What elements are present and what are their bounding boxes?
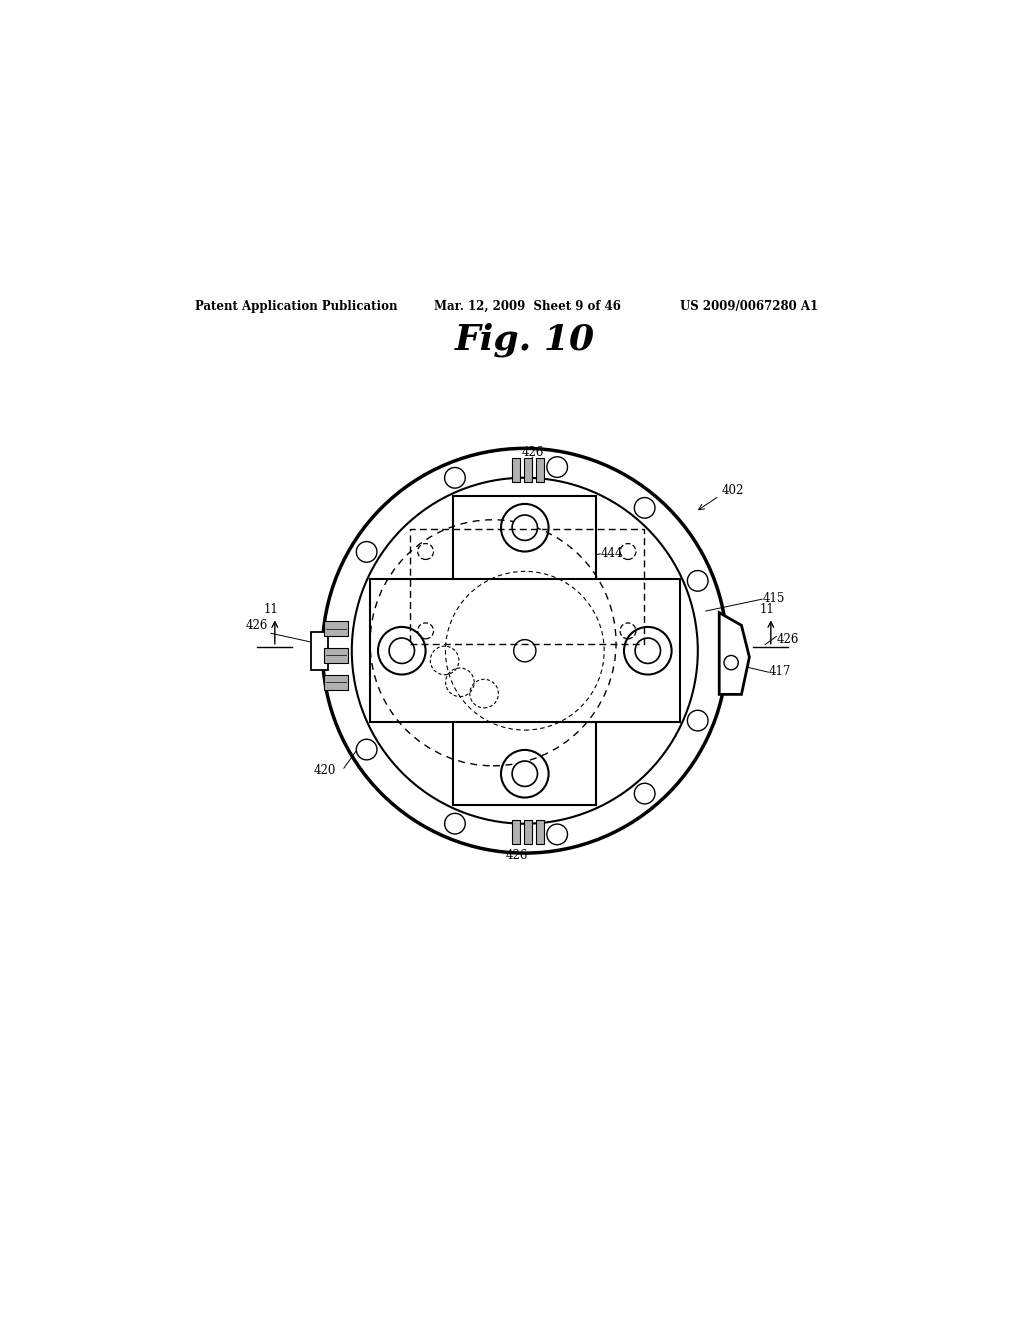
Bar bbox=[324, 676, 348, 689]
Circle shape bbox=[634, 498, 655, 519]
Text: 429: 429 bbox=[374, 704, 396, 717]
Circle shape bbox=[389, 638, 415, 664]
Bar bbox=[523, 458, 532, 482]
Text: Mar. 12, 2009  Sheet 9 of 46: Mar. 12, 2009 Sheet 9 of 46 bbox=[433, 300, 621, 313]
Circle shape bbox=[514, 640, 536, 661]
Bar bbox=[536, 820, 544, 843]
Text: 423: 423 bbox=[627, 694, 649, 708]
Circle shape bbox=[356, 739, 377, 760]
Text: 444: 444 bbox=[557, 726, 579, 739]
Circle shape bbox=[444, 813, 465, 834]
Text: 420: 420 bbox=[313, 764, 336, 776]
Circle shape bbox=[378, 627, 426, 675]
Circle shape bbox=[634, 783, 655, 804]
Circle shape bbox=[356, 541, 377, 562]
Bar bbox=[512, 820, 520, 843]
Bar bbox=[454, 496, 596, 805]
Text: 428: 428 bbox=[394, 587, 416, 599]
Circle shape bbox=[635, 638, 660, 664]
Circle shape bbox=[687, 710, 708, 731]
Text: 426: 426 bbox=[776, 632, 799, 645]
Bar bbox=[410, 529, 644, 644]
Text: Fig. 10: Fig. 10 bbox=[455, 322, 595, 356]
Circle shape bbox=[501, 504, 549, 552]
Bar bbox=[523, 820, 532, 843]
Circle shape bbox=[687, 570, 708, 591]
Text: Patent Application Publication: Patent Application Publication bbox=[196, 300, 398, 313]
Circle shape bbox=[444, 467, 465, 488]
Circle shape bbox=[501, 750, 549, 797]
Circle shape bbox=[724, 656, 738, 669]
Bar bbox=[370, 579, 680, 722]
Text: 11: 11 bbox=[263, 603, 279, 615]
Circle shape bbox=[624, 627, 672, 675]
Bar bbox=[536, 458, 544, 482]
Circle shape bbox=[512, 762, 538, 787]
Text: 11: 11 bbox=[760, 603, 774, 615]
Text: 402: 402 bbox=[722, 484, 744, 498]
Text: 444: 444 bbox=[600, 546, 623, 560]
Text: 414: 414 bbox=[555, 758, 578, 771]
Bar bbox=[310, 632, 328, 669]
Text: 415: 415 bbox=[763, 591, 785, 605]
Text: 417: 417 bbox=[768, 664, 791, 677]
Circle shape bbox=[547, 457, 567, 478]
Text: US 2009/0067280 A1: US 2009/0067280 A1 bbox=[680, 300, 818, 313]
Text: 426: 426 bbox=[246, 619, 268, 631]
Circle shape bbox=[547, 824, 567, 845]
Bar bbox=[512, 458, 520, 482]
Bar bbox=[324, 648, 348, 663]
Text: 445: 445 bbox=[612, 709, 635, 721]
Text: 444: 444 bbox=[370, 616, 392, 630]
Bar bbox=[324, 622, 348, 636]
Circle shape bbox=[512, 515, 538, 540]
Text: 426: 426 bbox=[521, 446, 544, 458]
Polygon shape bbox=[719, 612, 750, 694]
Text: 426: 426 bbox=[506, 850, 528, 862]
